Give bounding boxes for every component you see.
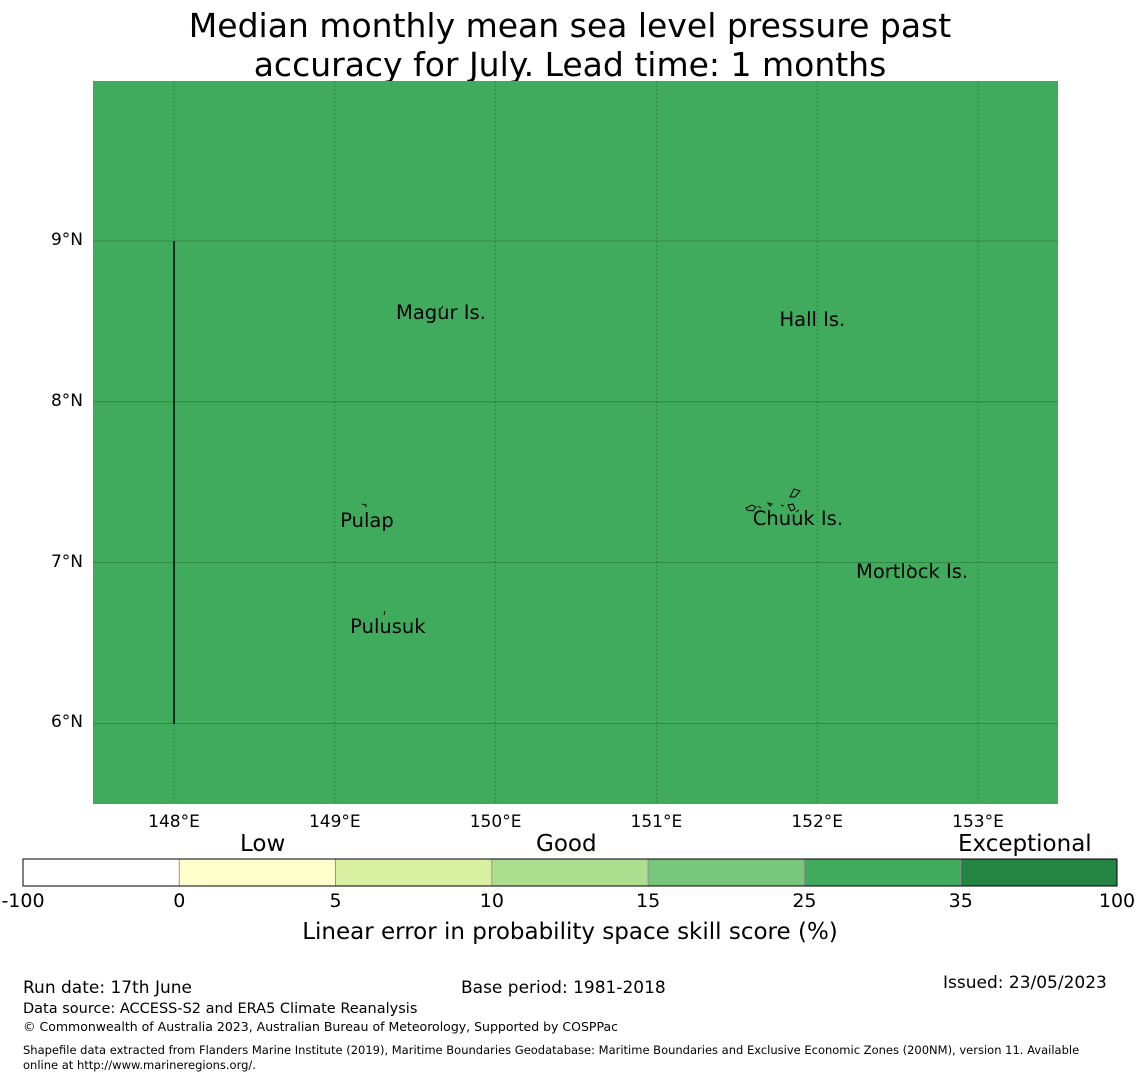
latitude-gridlines [93,240,1058,724]
colorbar-box [804,858,962,887]
colorbar-box [491,858,649,887]
island-outlines [361,305,912,616]
colorbar-category-low: Low [240,831,286,857]
run-date: Run date: 17th June [23,978,192,998]
longitude-tick-label: 152°E [791,812,844,832]
place-label: Mortlock Is. [856,560,969,584]
longitude-tick-label: 153°E [952,812,1004,832]
data-source: Data source: ACCESS-S2 and ERA5 Climate … [23,1001,418,1017]
longitude-tick-label: 151°E [630,812,683,832]
latitude-tick-label: 6°N [50,712,83,733]
colorbar-tick-label: 10 [479,890,504,912]
place-label: Chuuk Is. [752,507,844,531]
place-label: Magur Is. [396,301,486,325]
colorbar-box [178,858,336,887]
colorbar-box [22,858,180,887]
colorbar-title: Linear error in probability space skill … [302,919,838,945]
colorbar-box [960,858,1118,887]
longitude-tick-label: 148°E [148,812,200,832]
colorbar-frame [22,858,1118,887]
colorbar-category-good: Good [536,831,597,857]
magur-island-shape [439,305,444,311]
colorbar-tick-label: 0 [173,890,186,912]
colorbar-tick-label: 100 [1098,890,1136,912]
colorbar-tick-label: 35 [948,890,973,912]
chuuk-island-shapes [745,488,801,513]
latitude-tick-label: 9°N [50,230,83,250]
colorbar-tick-label: -100 [1,890,45,912]
title-line-1: Median monthly mean sea level pressure p… [188,6,952,45]
copyright: © Commonwealth of Australia 2023, Austra… [23,1019,618,1034]
colorbar-box [647,858,805,887]
pulusuk-island-shape [383,610,386,616]
colorbar-tick-label: 15 [636,890,661,912]
place-label: Pulap [340,508,394,532]
pulap-island-shape [361,503,367,507]
title-line-2: accuracy for July. Lead time: 1 months [253,45,887,84]
colorbar-box [335,858,493,887]
colorbar [22,858,1118,887]
place-label: Pulusuk [350,614,426,638]
shapefile-credit-line-2: online at http://www.marineregions.org/. [23,1058,256,1072]
colorbar-tick-label: 5 [329,890,342,912]
issued-date: Issued: 23/05/2023 [943,973,1107,993]
place-label: Hall Is. [779,307,846,331]
latitude-tick-label: 7°N [50,551,83,572]
colorbar-tick-label: 25 [792,890,817,912]
latitude-tick-label: 8°N [50,390,83,411]
shapefile-credit-line-1: Shapefile data extracted from Flanders M… [23,1043,1080,1057]
longitude-tick-label: 149°E [308,812,361,832]
colorbar-category-exceptional: Exceptional [958,831,1092,857]
base-period: Base period: 1981-2018 [461,978,666,998]
map-title: Median monthly mean sea level pressure p… [0,6,1140,84]
map-area [93,81,1058,804]
mortlock-island-shape [908,564,912,568]
longitude-tick-label: 150°E [469,812,522,832]
